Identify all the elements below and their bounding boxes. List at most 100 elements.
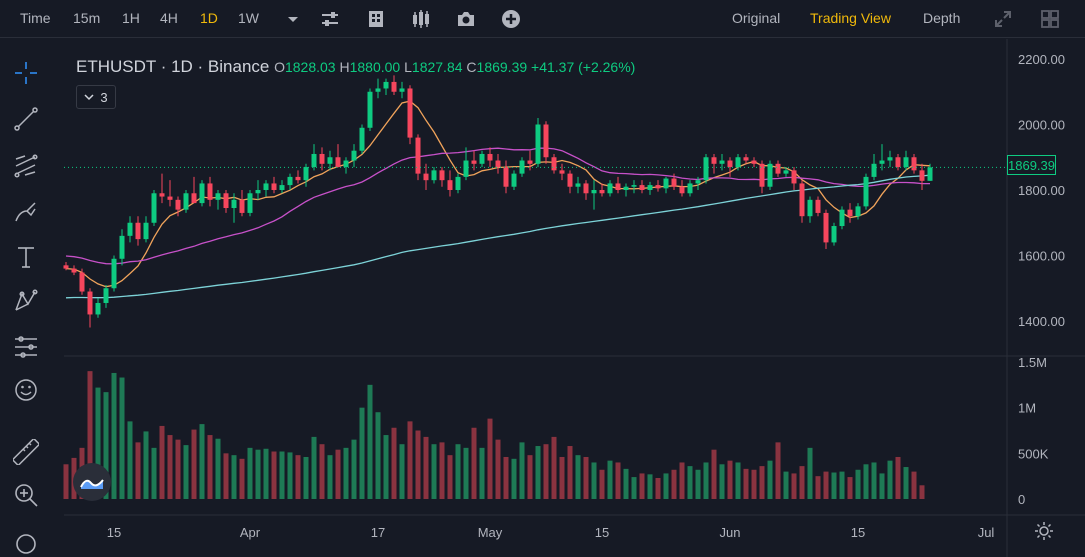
candle-body xyxy=(247,193,253,213)
candle-body xyxy=(175,199,181,210)
candle-body xyxy=(615,183,621,190)
view-trading-view[interactable]: Trading View xyxy=(810,10,891,26)
candle-body xyxy=(543,124,549,158)
pattern-icon[interactable] xyxy=(13,288,39,314)
volume-bar xyxy=(271,451,277,499)
candle-body xyxy=(655,185,661,189)
volume-bar xyxy=(175,439,181,499)
volume-bar xyxy=(695,469,701,499)
indicator-toggle-button[interactable]: 3 xyxy=(76,85,116,109)
trendline-icon[interactable] xyxy=(13,106,39,132)
grid-layout-icon[interactable] xyxy=(366,9,386,29)
chevron-down-icon[interactable] xyxy=(283,9,303,29)
volume-bar xyxy=(591,462,597,499)
time-axis-label: Apr xyxy=(240,525,261,540)
interval-1h[interactable]: 1H xyxy=(122,10,140,26)
candle-body xyxy=(791,170,797,184)
price-axis-label: 2200.00 xyxy=(1018,52,1065,67)
volume-bar xyxy=(167,435,173,499)
interval-1w[interactable]: 1W xyxy=(238,10,259,26)
candle-body xyxy=(551,157,557,171)
time-axis-label: Jun xyxy=(720,525,741,540)
view-original[interactable]: Original xyxy=(732,10,781,26)
volume-bar xyxy=(247,447,253,499)
candle-body xyxy=(287,176,293,186)
candle-body xyxy=(311,153,317,168)
volume-bar xyxy=(87,371,93,499)
volume-bar xyxy=(215,438,221,499)
view-depth[interactable]: Depth xyxy=(923,10,961,26)
change-value: +41.37 (+2.26%) xyxy=(531,59,636,75)
candle-body xyxy=(399,88,405,92)
camera-icon[interactable] xyxy=(456,9,476,29)
candle-body xyxy=(183,193,189,210)
candle-body xyxy=(679,186,685,194)
symbol-label[interactable]: ETHUSDT · 1D · Binance xyxy=(76,57,270,76)
volume-bar xyxy=(831,472,837,499)
volume-bar xyxy=(431,444,437,499)
candle-body xyxy=(887,157,893,161)
candle-body xyxy=(559,170,565,174)
volume-bar xyxy=(871,462,877,499)
candle-body xyxy=(759,163,765,187)
volume-bar xyxy=(639,473,645,499)
candle-body xyxy=(695,180,701,184)
settings-gear-icon[interactable] xyxy=(1033,520,1055,542)
candle-body xyxy=(335,157,341,168)
fullscreen-icon[interactable] xyxy=(993,9,1013,29)
volume-bar xyxy=(687,466,693,499)
candle-body xyxy=(631,185,637,187)
add-icon[interactable] xyxy=(501,9,521,29)
candle-body xyxy=(775,163,781,174)
fib-tools-icon[interactable] xyxy=(13,153,39,179)
candle-body xyxy=(463,160,469,177)
interval-15m[interactable]: 15m xyxy=(73,10,101,26)
candle-body xyxy=(639,185,645,190)
candle-body xyxy=(903,157,909,168)
volume-bar xyxy=(511,458,517,499)
close-value: 1869.39 xyxy=(476,59,528,75)
candle-body xyxy=(743,157,749,161)
volume-bar xyxy=(743,468,749,499)
volume-bar xyxy=(303,456,309,499)
volume-bar xyxy=(559,456,565,499)
ma-line-2 xyxy=(65,147,930,265)
volume-bar xyxy=(535,446,541,499)
emoji-icon[interactable] xyxy=(13,377,39,403)
candle-body xyxy=(279,185,285,190)
candle-body xyxy=(415,137,421,174)
candle-body xyxy=(215,193,221,200)
volume-axis-label: 1M xyxy=(1018,401,1036,416)
volume-bar xyxy=(583,456,589,499)
zoom-in-icon[interactable] xyxy=(13,482,39,508)
candle-body xyxy=(815,199,821,213)
measure-icon[interactable] xyxy=(13,334,39,360)
high-label: H xyxy=(339,59,350,75)
layout-icon[interactable] xyxy=(1040,9,1060,29)
text-icon[interactable] xyxy=(13,244,39,270)
indicator-settings-icon[interactable] xyxy=(320,9,340,29)
volume-bar xyxy=(383,435,389,499)
time-axis-label: Jul xyxy=(978,525,995,540)
candle-type-icon[interactable] xyxy=(411,9,431,29)
interval-1d[interactable]: 1D xyxy=(200,10,218,26)
candle-body xyxy=(439,170,445,181)
low-label: L xyxy=(404,59,412,75)
candle-body xyxy=(567,173,573,187)
interval-4h[interactable]: 4H xyxy=(160,10,178,26)
volume-bar xyxy=(287,452,293,499)
time-label[interactable]: Time xyxy=(20,10,51,26)
open-value: 1828.03 xyxy=(284,59,336,75)
candle-body xyxy=(479,153,485,164)
volume-bar xyxy=(463,447,469,499)
ruler-icon[interactable] xyxy=(13,439,39,465)
brush-icon[interactable] xyxy=(13,199,39,225)
price-axis-label: 1400.00 xyxy=(1018,314,1065,329)
volume-bar xyxy=(615,462,621,499)
magnet-icon[interactable] xyxy=(13,531,39,557)
crosshair-icon[interactable] xyxy=(13,60,39,86)
ma-line-3 xyxy=(65,174,931,299)
volume-bar xyxy=(223,453,229,499)
volume-bar xyxy=(375,412,381,499)
